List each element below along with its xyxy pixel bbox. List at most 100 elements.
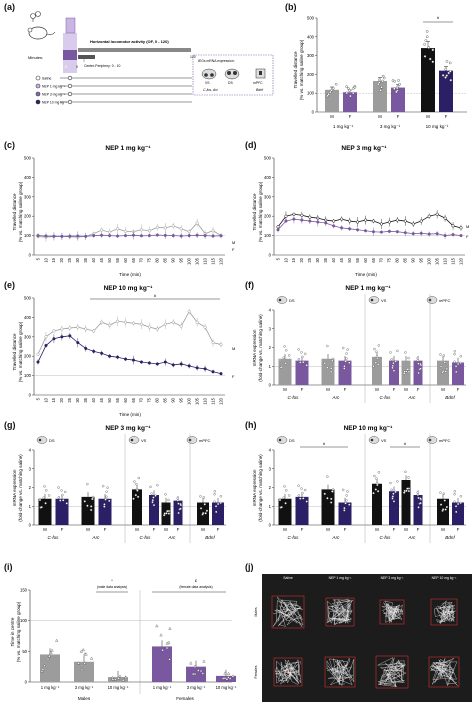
- c-point: [171, 224, 175, 228]
- f-point: [439, 365, 443, 368]
- i-point: [47, 654, 51, 658]
- i-point: [46, 656, 50, 660]
- c-point: [147, 229, 151, 233]
- h-point: [372, 491, 375, 495]
- c-ytick-label: 200: [24, 214, 32, 219]
- d-point: [348, 227, 352, 231]
- f-point: [419, 367, 422, 370]
- f-ytick-label: 3: [269, 326, 272, 331]
- d-xtick-label: 55: [355, 257, 360, 262]
- panel-label-f: (f): [245, 280, 254, 290]
- h-ytick-label: 2: [269, 485, 272, 490]
- b-bar: [391, 87, 405, 112]
- f-point: [372, 365, 375, 368]
- d-point: [387, 220, 391, 224]
- c-ytick-label: 500: [24, 156, 32, 161]
- panel-label-j: (j): [245, 562, 254, 572]
- f-point: [301, 355, 304, 359]
- c-point: [211, 229, 215, 233]
- c-point: [187, 234, 191, 238]
- g-point: [149, 485, 152, 488]
- i-point: [113, 677, 117, 681]
- f-point: [375, 350, 378, 353]
- j-col-nep10: NEP 10 mg kg⁻¹: [432, 576, 458, 580]
- locomotor-bar: [78, 48, 191, 52]
- h-point: [326, 497, 329, 500]
- e-xtick-label: 5: [35, 397, 40, 400]
- protocol-diagram: Minutes: -5 0 120 Horizontal locomotor a…: [27, 11, 274, 105]
- g-brain-icon: [36, 436, 48, 444]
- travelled-distance-bar-chart: Travelled distance (% vs. matching salin…: [293, 15, 467, 129]
- g-point: [42, 496, 45, 499]
- genes-vs-ds: C-fos, Arc: [203, 88, 218, 92]
- d-point: [308, 219, 312, 223]
- i-point: [159, 633, 163, 637]
- h-point: [459, 495, 462, 498]
- b-point: [351, 87, 355, 90]
- syringe-icon: [65, 17, 76, 34]
- f-point: [331, 357, 335, 361]
- h-ytick-label: 0: [269, 523, 272, 528]
- b-point: [423, 43, 426, 46]
- i-bar: [152, 646, 172, 682]
- g-point: [166, 509, 169, 513]
- i-ytick-label: 150: [20, 588, 28, 593]
- i-point: [167, 640, 171, 644]
- g-point: [57, 486, 60, 489]
- b-point: [425, 35, 429, 39]
- f-point: [304, 352, 307, 355]
- e-point: [163, 322, 167, 326]
- b-sex-label: F: [397, 114, 400, 119]
- g-sex-label: F: [217, 527, 220, 532]
- i-ylabel: Time in centre: [10, 617, 15, 646]
- g-point: [105, 490, 108, 493]
- e-xtick-label: 65: [131, 397, 136, 402]
- e-point: [108, 323, 112, 327]
- g-point: [83, 500, 86, 503]
- g-gene-label: Bdnf: [205, 535, 215, 540]
- b-dose-3: 3 mg kg⁻¹: [380, 124, 401, 129]
- e-point: [108, 354, 112, 358]
- b-point: [397, 79, 400, 82]
- f-point: [403, 372, 406, 375]
- i-point: [193, 664, 197, 668]
- f-point: [391, 366, 394, 370]
- f-point: [456, 362, 460, 366]
- b-point: [448, 61, 452, 65]
- e-xtick-label: 85: [163, 397, 168, 402]
- e-point: [203, 325, 207, 329]
- d-point: [395, 230, 399, 234]
- c-xtick-label: 25: [67, 257, 72, 262]
- g-point: [60, 489, 63, 492]
- g-point: [179, 502, 182, 506]
- e-end-f: F: [232, 374, 235, 379]
- d-point: [292, 217, 296, 221]
- d-xtick-label: 50: [347, 257, 352, 262]
- c-point: [76, 234, 80, 238]
- f-point: [278, 358, 282, 362]
- g-bar: [212, 502, 224, 525]
- f-sex-label: M: [441, 387, 445, 392]
- e-xlabel: Time (min): [119, 412, 141, 417]
- f-point: [445, 367, 449, 371]
- region-mpfc: mPFC: [253, 81, 263, 85]
- d-xtick-label: 90: [411, 257, 416, 262]
- d-point: [427, 214, 431, 218]
- e-point: [219, 343, 223, 347]
- b-point: [382, 76, 386, 80]
- d-ylabel: Travelled distance: [252, 193, 257, 231]
- g-title: NEP 3 mg kg⁻¹: [105, 425, 150, 432]
- c-title: NEP 1 mg kg⁻¹: [105, 145, 150, 152]
- b-point: [345, 91, 349, 95]
- g-sex-label: F: [153, 527, 156, 532]
- e-xtick-label: 10: [43, 397, 48, 402]
- i-point: [118, 674, 122, 678]
- nep1-mrna-bar-chart: NEP 1 mg kg⁻¹ mRNA expression (fold-chang…: [252, 285, 466, 403]
- pretreatment-bar: [63, 50, 77, 60]
- d-xtick-label: 70: [379, 257, 384, 262]
- g-ytick-label: 1: [29, 504, 32, 509]
- g-point: [89, 508, 93, 512]
- f-gene-label: Arc: [408, 395, 417, 400]
- f-gene-label: C-fos: [288, 395, 300, 400]
- h-point: [282, 496, 285, 499]
